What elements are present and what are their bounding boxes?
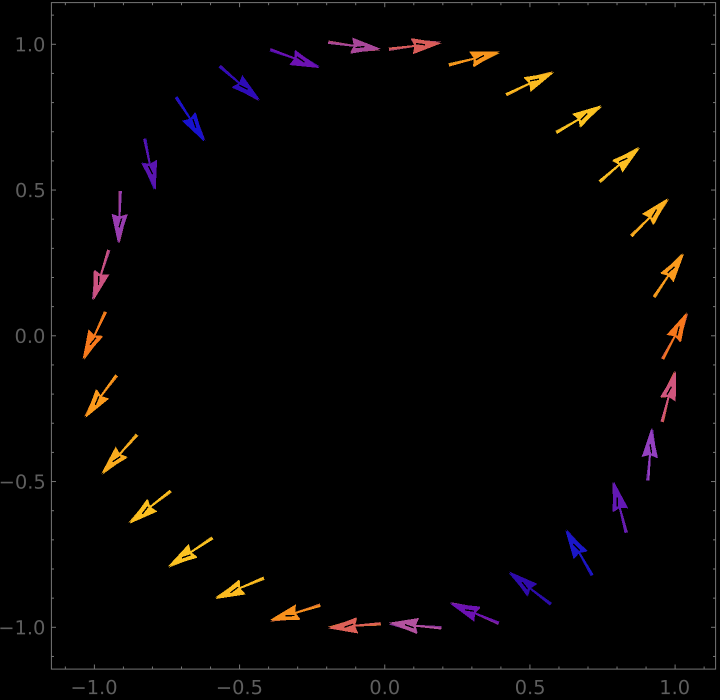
x-tick-label xyxy=(72,679,117,695)
quiver-arrow xyxy=(565,529,594,576)
quiver-arrow-slash xyxy=(181,554,191,559)
y-tick-label xyxy=(16,182,45,198)
quiver-arrow-slash xyxy=(141,506,149,515)
quiver-arrow xyxy=(141,138,158,191)
quiver-arrow xyxy=(660,371,677,423)
quiver-arrow-slash xyxy=(355,45,365,49)
quiver-arrow xyxy=(101,434,139,474)
quiver-arrow xyxy=(388,38,442,55)
quiver-arrow-slash xyxy=(521,581,529,590)
quiver-arrow xyxy=(328,617,381,634)
quiver-arrow xyxy=(631,198,669,238)
quiver-arrow xyxy=(175,96,205,142)
quiver-arrow-slash xyxy=(676,326,680,336)
quiver-arrow xyxy=(270,48,320,69)
quiver-arrow-slash xyxy=(616,497,618,507)
quiver-arrow-slash xyxy=(572,543,581,552)
quiver-arrow-slash xyxy=(239,84,248,90)
quiver-arrow-slash xyxy=(529,78,540,82)
y-tick-label xyxy=(15,328,45,344)
quiver-arrow-slash xyxy=(118,218,123,228)
quiver-arrow-slash xyxy=(230,586,239,594)
quiver-arrow-slash xyxy=(415,42,426,46)
quiver-arrow-slash xyxy=(296,56,305,63)
quiver-arrow xyxy=(85,374,117,418)
quiver-arrow-slash xyxy=(344,623,354,628)
quiver-arrow-slash xyxy=(580,112,588,121)
quiver-arrow-slash xyxy=(649,444,653,454)
x-tick-label xyxy=(515,679,544,695)
quiver-arrow xyxy=(328,37,381,54)
quiver-arrow-slash xyxy=(666,386,672,396)
quiver-arrow xyxy=(111,190,128,244)
quiver-arrow xyxy=(556,105,602,134)
quiver-arrow-slash xyxy=(464,609,475,612)
y-tick-label xyxy=(16,36,45,52)
quiver-arrow xyxy=(82,311,108,360)
quiver-arrow xyxy=(448,51,500,68)
quiver-arrow xyxy=(388,617,442,635)
quiver-arrow-slash xyxy=(667,266,675,274)
quiver-arrow xyxy=(662,312,687,360)
x-tick-label xyxy=(217,679,262,695)
quiver-arrow-slash xyxy=(89,337,97,346)
quiver-arrow xyxy=(93,249,110,301)
quiver-arrow xyxy=(509,571,552,606)
quiver-arrow xyxy=(218,65,261,100)
quiver-arrow xyxy=(449,603,500,624)
quiver-arrow xyxy=(652,253,685,298)
quiver-arrow-slash xyxy=(147,165,154,175)
quiver-arrow-slash xyxy=(285,614,295,617)
x-tick-label xyxy=(370,679,399,695)
quiver-arrow-slash xyxy=(475,54,485,61)
quiver-arrow xyxy=(612,481,629,534)
y-tick-label xyxy=(0,474,45,489)
x-tick-label xyxy=(661,679,689,695)
quiver-arrow-slash xyxy=(618,157,628,163)
quiver-arrow xyxy=(129,489,171,524)
quiver-arrow-slash xyxy=(112,456,121,463)
quiver-arrow xyxy=(598,147,641,182)
quiver-arrow xyxy=(269,604,321,621)
quiver-arrow-slash xyxy=(97,275,100,286)
quiver-arrow-slash xyxy=(94,396,100,406)
y-tick-label xyxy=(0,620,45,635)
quiver-arrow-slash xyxy=(651,209,658,218)
quiver-arrow-slash xyxy=(404,624,414,629)
quiver-arrow xyxy=(505,72,555,96)
quiver-arrow xyxy=(641,427,658,481)
quiver-arrow-slash xyxy=(192,118,197,128)
quiver-arrow xyxy=(168,537,214,567)
quiver-arrow xyxy=(215,576,265,600)
